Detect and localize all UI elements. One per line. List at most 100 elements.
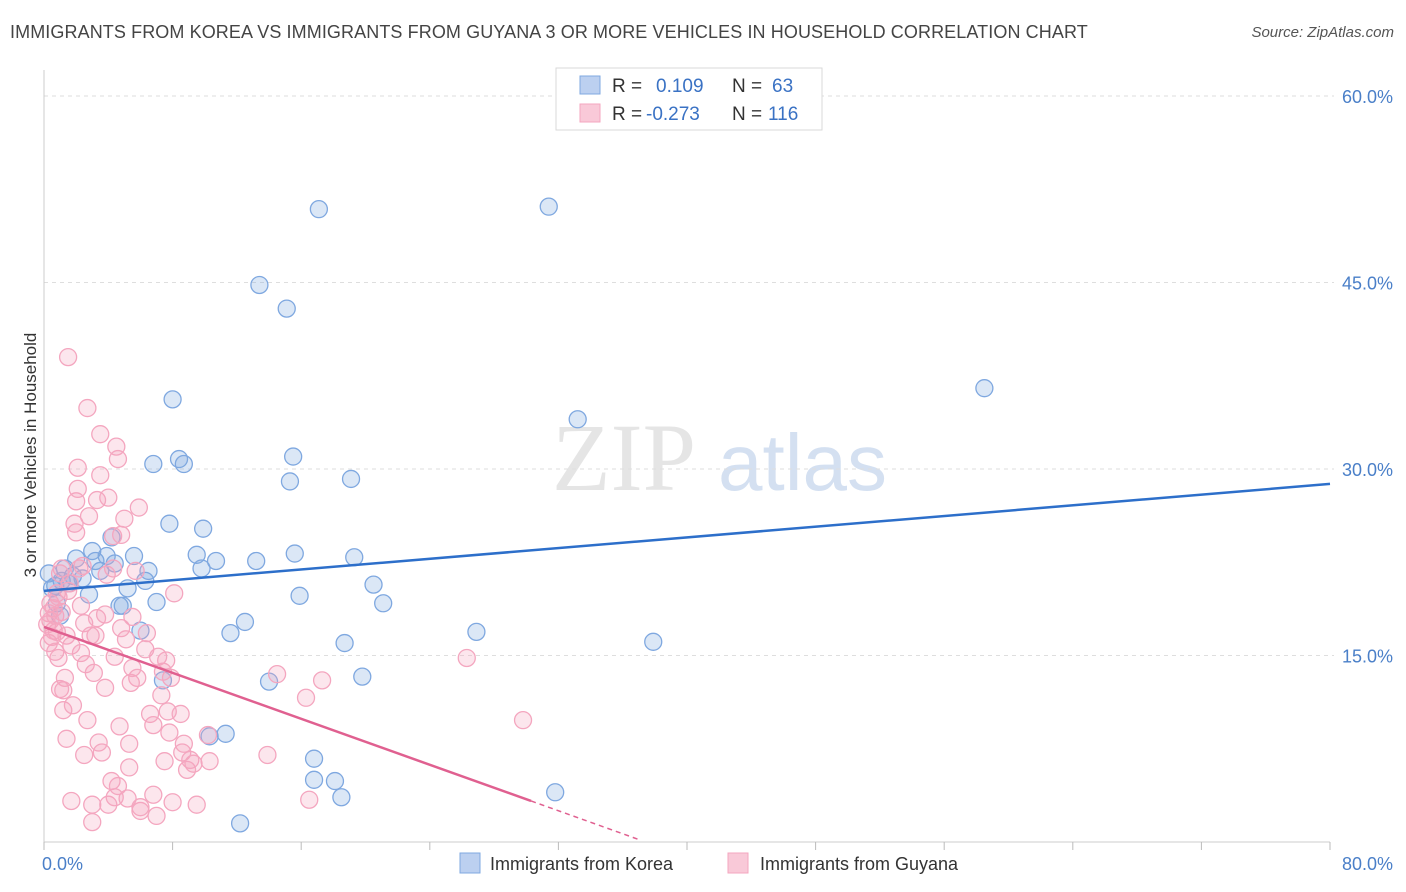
korea-point xyxy=(568,410,587,429)
y-tick-label: 30.0% xyxy=(1342,460,1393,480)
guyana-point xyxy=(108,449,128,469)
guyana-point xyxy=(312,671,332,690)
korea-point xyxy=(235,612,255,632)
korea-point xyxy=(325,771,345,791)
guyana-point xyxy=(70,559,89,578)
series-legend-label-korea: Immigrants from Korea xyxy=(490,854,674,874)
guyana-point xyxy=(513,711,533,730)
korea-point xyxy=(277,299,296,318)
korea-point xyxy=(250,275,269,295)
guyana-point xyxy=(198,725,218,745)
korea-point xyxy=(83,541,102,561)
guyana-point xyxy=(296,688,316,707)
guyana-point xyxy=(62,791,81,811)
series-legend: Immigrants from Korea Immigrants from Gu… xyxy=(459,852,959,874)
guyana-point xyxy=(95,605,115,624)
guyana-point xyxy=(87,490,107,510)
guyana-point xyxy=(187,795,206,814)
guyana-point xyxy=(78,711,97,730)
guyana-point xyxy=(89,733,108,752)
guyana-point xyxy=(83,812,102,832)
guyana-point xyxy=(123,607,142,627)
guyana-point xyxy=(86,626,105,645)
korea-point xyxy=(174,454,194,474)
guyana-point xyxy=(55,668,75,688)
guyana-point xyxy=(147,806,166,826)
watermark-atlas: atlas xyxy=(718,418,887,507)
guyana-point xyxy=(163,793,182,812)
korea-point xyxy=(206,551,226,571)
guyana-point xyxy=(155,752,174,771)
legend-swatch-guyana xyxy=(579,103,601,123)
korea-point xyxy=(467,622,486,642)
series-legend-swatch-guyana xyxy=(727,852,749,874)
guyana-point xyxy=(120,758,139,777)
korea-point xyxy=(193,519,213,538)
guyana-point xyxy=(137,623,157,643)
watermark-zip: ZIP xyxy=(552,404,696,511)
guyana-point xyxy=(91,466,110,485)
guyana-point xyxy=(73,556,92,576)
guyana-point xyxy=(99,488,118,507)
legend-korea-r-label: R = xyxy=(612,76,642,97)
guyana-trend-extension xyxy=(530,800,640,841)
korea-point xyxy=(187,545,206,564)
korea-point xyxy=(290,586,309,605)
guyana-point xyxy=(57,729,76,748)
guyana-point xyxy=(58,347,78,367)
guyana-point xyxy=(110,717,129,736)
korea-point xyxy=(304,749,324,768)
guyana-point xyxy=(116,630,136,649)
guyana-point xyxy=(71,643,91,663)
guyana-point xyxy=(52,559,71,578)
guyana-point xyxy=(99,795,118,814)
korea-point xyxy=(216,724,235,743)
korea-point xyxy=(280,472,300,491)
korea-point xyxy=(163,390,182,409)
y-tick-label: 45.0% xyxy=(1342,274,1393,294)
series-legend-label-guyana: Immigrants from Guyana xyxy=(760,854,959,874)
guyana-point xyxy=(103,559,123,578)
guyana-point xyxy=(52,602,71,622)
x-tick-label-min: 0.0% xyxy=(42,854,83,874)
y-tick-label: 15.0% xyxy=(1342,647,1393,667)
korea-point xyxy=(364,575,383,594)
korea-point xyxy=(345,548,364,567)
korea-point xyxy=(144,454,163,474)
guyana-point xyxy=(457,648,476,668)
guyana-point xyxy=(115,509,134,528)
guyana-point xyxy=(160,723,179,742)
korea-point xyxy=(147,592,166,612)
guyana-point xyxy=(258,745,277,765)
korea-point xyxy=(539,197,558,216)
legend-guyana-r-label: R = xyxy=(612,104,642,125)
korea-point xyxy=(353,667,372,686)
guyana-point xyxy=(68,458,87,477)
korea-point xyxy=(230,814,250,833)
series-legend-swatch-korea xyxy=(459,852,481,874)
korea-point xyxy=(975,379,994,398)
korea-point xyxy=(341,469,361,489)
korea-point xyxy=(309,199,329,219)
chart-title: IMMIGRANTS FROM KOREA VS IMMIGRANTS FROM… xyxy=(10,22,1088,42)
guyana-point xyxy=(75,745,94,765)
guyana-point xyxy=(95,678,115,697)
guyana-point xyxy=(78,398,97,418)
guyana-point xyxy=(49,648,68,668)
korea-point xyxy=(285,544,304,563)
guyana-point xyxy=(171,704,190,724)
guyana-point xyxy=(157,651,176,670)
korea-point xyxy=(247,551,266,571)
korea-point xyxy=(332,788,351,807)
korea-point xyxy=(221,623,240,643)
stats-legend: R = 0.109 N = 63 R = -0.273 N = 116 xyxy=(555,67,823,131)
guyana-point xyxy=(83,795,102,814)
guyana-points xyxy=(38,347,533,832)
guyana-point xyxy=(120,734,139,753)
guyana-point xyxy=(71,596,91,615)
guyana-point xyxy=(68,479,87,499)
trend-lines xyxy=(43,482,1331,841)
guyana-point xyxy=(144,715,163,735)
guyana-point xyxy=(128,668,147,688)
